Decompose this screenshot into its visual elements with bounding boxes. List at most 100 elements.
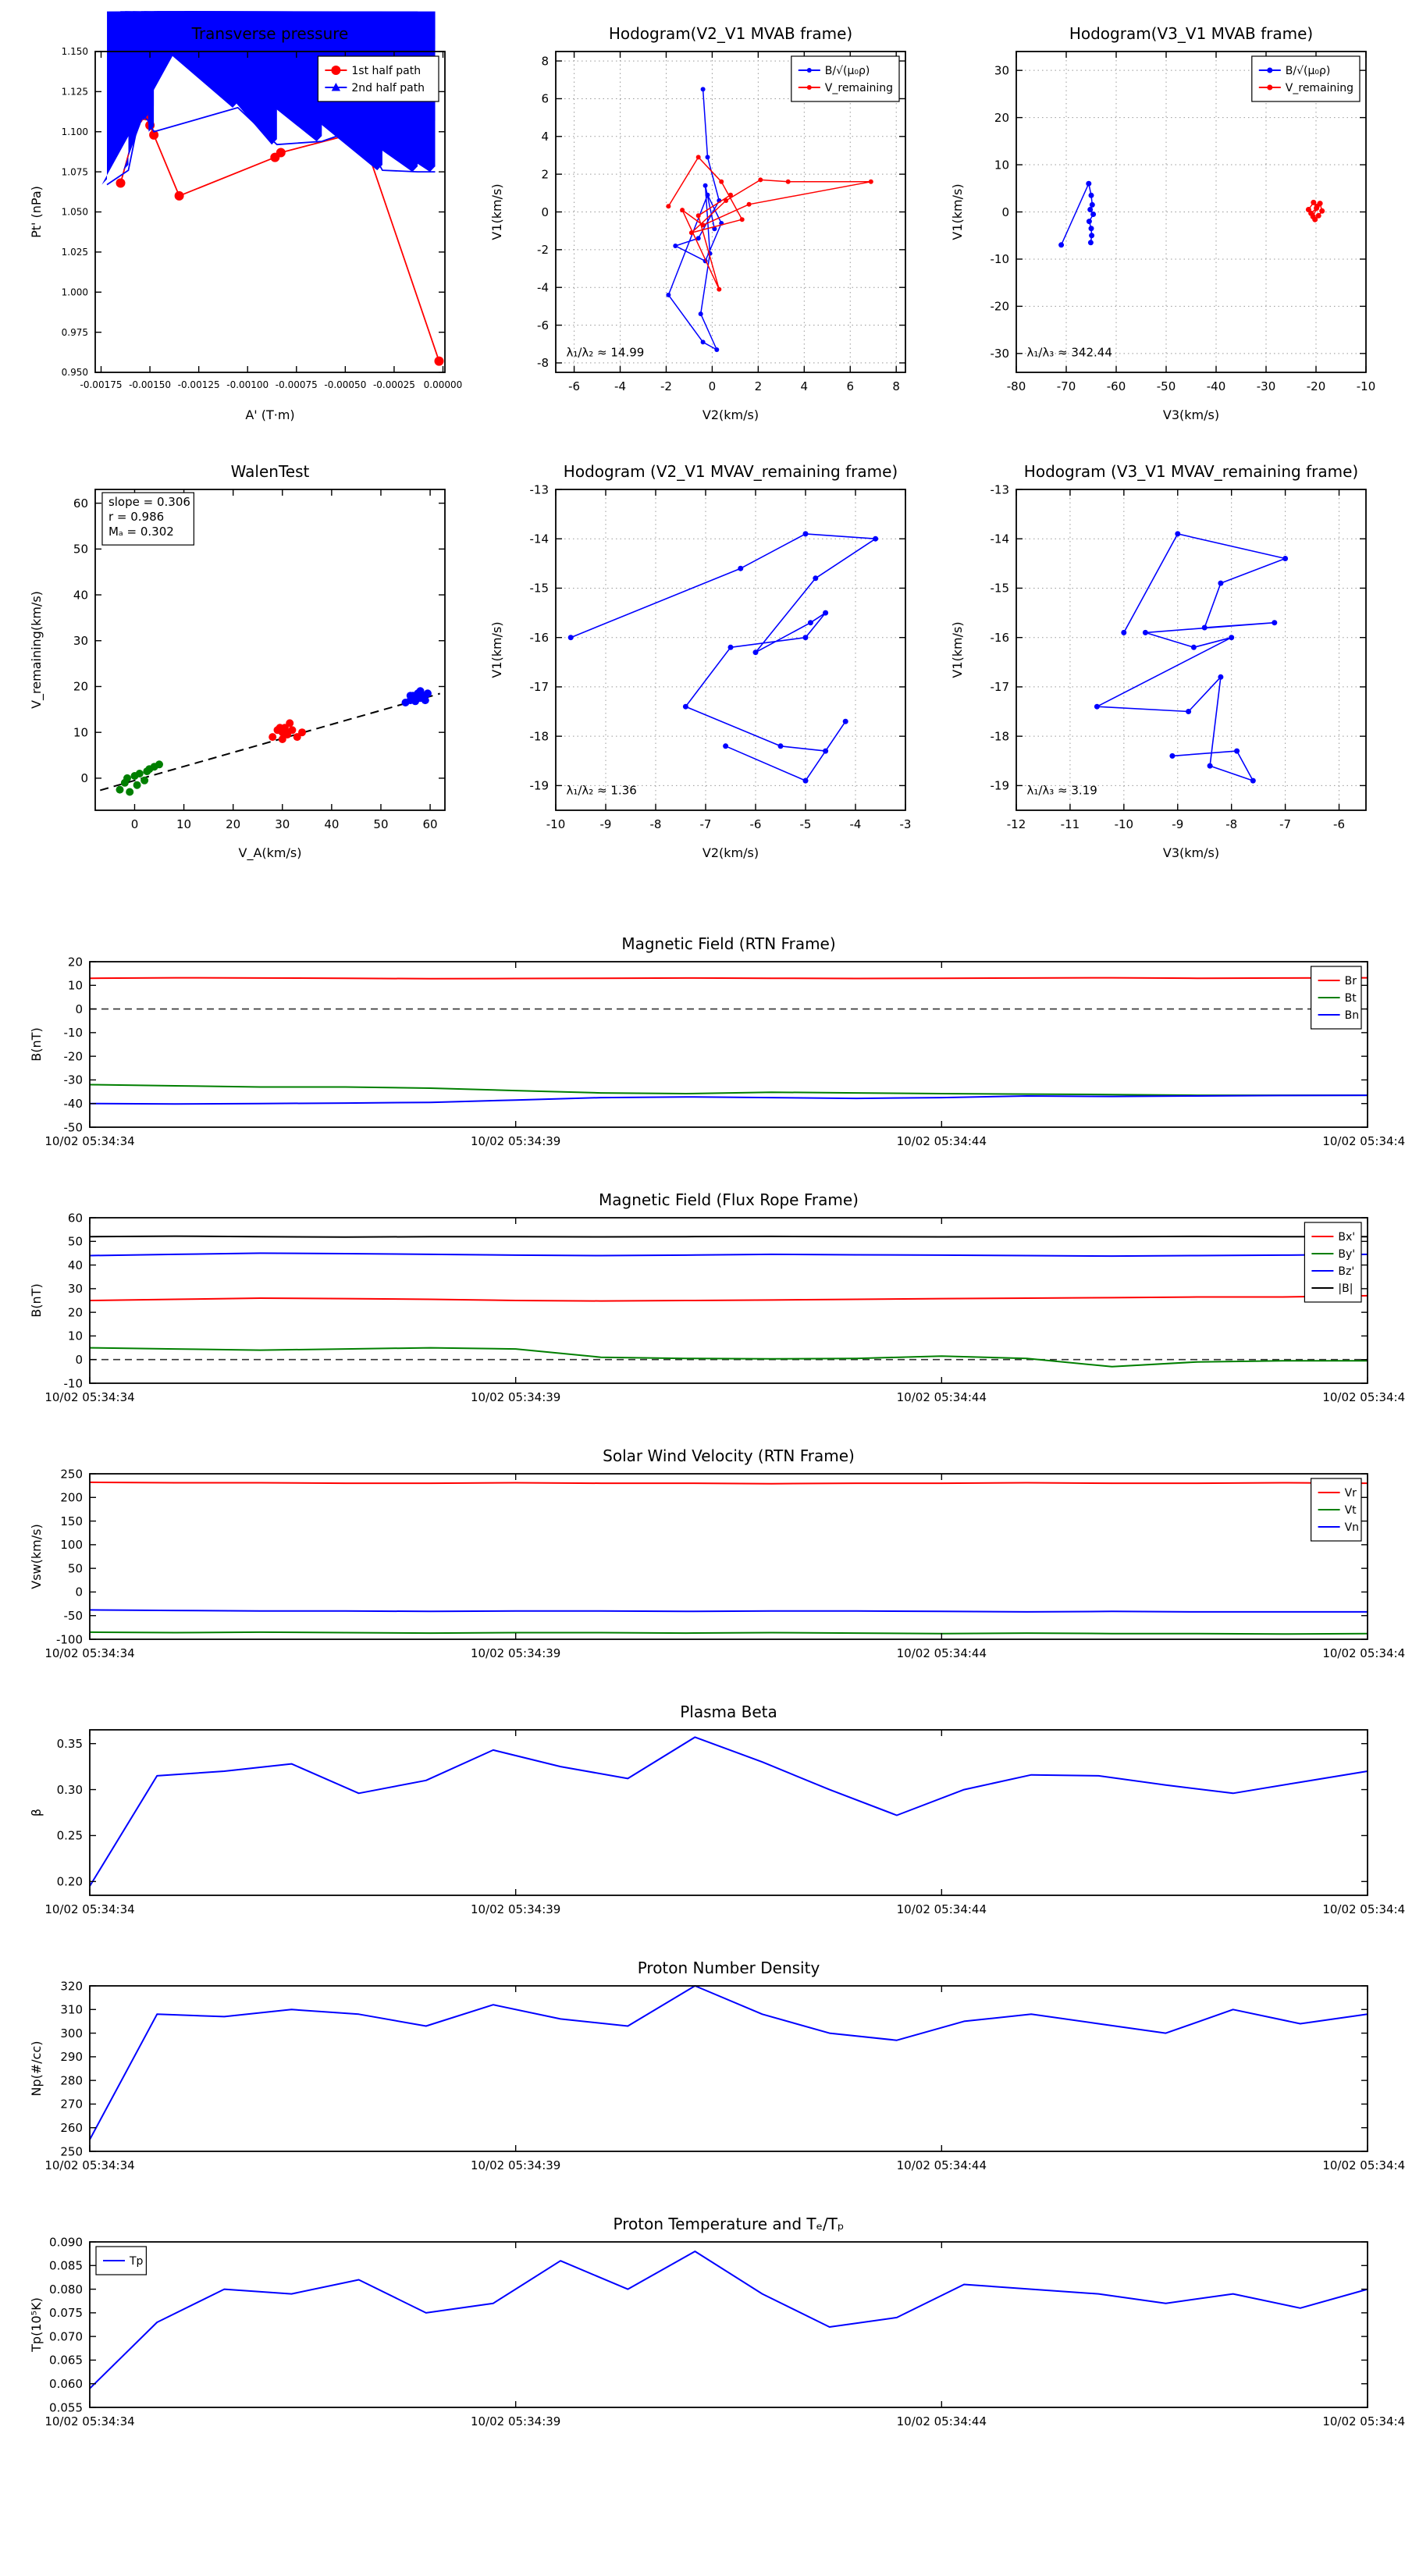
marker <box>1190 644 1197 650</box>
tick-labels: 10/02 05:34:34 10/02 05:34:39 10/02 05:34:… <box>44 1737 1405 1916</box>
svg-text:50: 50 <box>68 1235 83 1249</box>
tick-labels: 10/02 05:34:34 10/02 05:34:39 10/02 05:34:… <box>44 1979 1405 2172</box>
series-0 <box>89 2250 1368 2389</box>
svg-text:270: 270 <box>60 2097 83 2112</box>
svg-text:-18: -18 <box>530 729 550 743</box>
svg-text:-19: -19 <box>991 779 1010 793</box>
svg-text:-40: -40 <box>1207 379 1226 393</box>
svg-text:10/02 05:34:49: 10/02 05:34:49 <box>1322 2158 1405 2172</box>
marker <box>719 179 724 184</box>
svg-text:10: 10 <box>73 725 88 739</box>
ticks <box>1016 489 1366 810</box>
svg-text:-0.00150: -0.00150 <box>129 379 171 390</box>
y-axis-label: B(nT) <box>29 1283 44 1317</box>
marker <box>702 183 708 188</box>
svg-text:-30: -30 <box>1257 379 1276 393</box>
axes-box <box>89 961 1368 1128</box>
svg-text:-5: -5 <box>800 817 812 831</box>
marker <box>298 728 306 737</box>
svg-text:0.060: 0.060 <box>49 2377 83 2391</box>
marker <box>1186 709 1192 714</box>
axes-box <box>94 489 446 811</box>
marker <box>1315 212 1321 219</box>
svg-text:10/02 05:34:49: 10/02 05:34:49 <box>1322 1134 1405 1148</box>
svg-text:20: 20 <box>73 680 88 694</box>
ticks <box>89 1730 1368 1895</box>
chart-hodogram-v2v1-mvab: -6 -4 -2 0 2 4 6 8 -8 -6 -4 -2 0 2 4 6 8 Hodogram(V2_V1 M… <box>484 11 921 429</box>
marker <box>1094 703 1100 710</box>
svg-text:10/02 05:34:49: 10/02 05:34:49 <box>1322 2414 1405 2428</box>
svg-text:10: 10 <box>176 817 191 831</box>
svg-text:50: 50 <box>373 817 388 831</box>
svg-text:20: 20 <box>226 817 240 831</box>
svg-text:-7: -7 <box>1279 817 1291 831</box>
marker <box>1218 674 1224 680</box>
tick-labels: -80 -70 -60 -50 -40 -30 -20 -10 -30 -20 -10 0 10 20 30 <box>991 63 1376 393</box>
svg-text:-20: -20 <box>991 300 1010 314</box>
x-axis-label: V3(km/s) <box>1163 845 1219 860</box>
svg-text:-4: -4 <box>537 280 549 294</box>
svg-text:-60: -60 <box>1107 379 1126 393</box>
legend: Vr Vt Vn <box>1310 1478 1362 1542</box>
svg-text:-11: -11 <box>1061 817 1080 831</box>
svg-text:4: 4 <box>801 379 809 393</box>
chart-svg: -10 -9 -8 -7 -6 -5 -4 -3 -19 -18 -17 -16 -15 -14 -13 Ho… <box>489 462 912 860</box>
svg-text:-6: -6 <box>537 318 549 333</box>
svg-text:-20: -20 <box>1307 379 1326 393</box>
marker <box>698 311 703 317</box>
legend-label: Bn <box>1345 1009 1359 1022</box>
svg-text:0.065: 0.065 <box>49 2354 83 2368</box>
svg-text:-10: -10 <box>991 252 1010 266</box>
marker <box>1207 763 1213 769</box>
svg-text:10/02 05:34:39: 10/02 05:34:39 <box>471 2158 560 2172</box>
svg-text:-7: -7 <box>700 817 712 831</box>
series-0 <box>1058 180 1097 248</box>
svg-text:10/02 05:34:44: 10/02 05:34:44 <box>897 2158 987 2172</box>
ticks <box>89 1985 1368 2152</box>
marker <box>123 774 131 782</box>
annotation: λ₁/λ₃ ≈ 3.19 <box>1026 783 1097 797</box>
annotation: λ₁/λ₂ ≈ 1.36 <box>566 783 636 797</box>
chart-title: Hodogram (V3_V1 MVAV_remaining frame) <box>1024 462 1358 481</box>
marker <box>423 689 432 698</box>
marker <box>695 155 701 160</box>
marker <box>873 535 879 542</box>
marker <box>116 178 126 188</box>
svg-text:-3: -3 <box>900 817 912 831</box>
chart-svg: -6 -4 -2 0 2 4 6 8 -8 -6 -4 -2 0 2 4 6 8 Hodogram(V2_V1 M… <box>489 24 906 422</box>
marker <box>126 788 134 796</box>
series-1 <box>116 760 163 796</box>
svg-text:-15: -15 <box>530 582 550 596</box>
svg-text:0: 0 <box>709 379 717 393</box>
marker <box>1089 233 1095 239</box>
y-axis-label: B(nT) <box>29 1027 44 1061</box>
svg-text:20: 20 <box>994 111 1009 125</box>
svg-text:1.025: 1.025 <box>62 247 88 258</box>
svg-text:-50: -50 <box>64 1120 84 1134</box>
chart-title: Plasma Beta <box>680 1703 777 1721</box>
marker <box>802 531 809 537</box>
chart-proton-number-density: 10/02 05:34:34 10/02 05:34:39 10/02 05:34:… <box>23 1953 1405 2189</box>
svg-text:60: 60 <box>73 496 88 511</box>
marker <box>133 781 141 789</box>
series-0 <box>89 1736 1368 1887</box>
marker <box>714 347 720 352</box>
plot-area <box>90 2242 1368 2407</box>
svg-text:0.25: 0.25 <box>57 1829 83 1843</box>
svg-text:50: 50 <box>68 1561 83 1575</box>
marker <box>155 760 163 769</box>
svg-text:300: 300 <box>60 2026 83 2041</box>
svg-text:λ₁/λ₂ ≈ 14.99: λ₁/λ₂ ≈ 14.99 <box>566 345 644 359</box>
legend-label: Vr <box>1345 1487 1357 1500</box>
series-2 <box>89 1094 1368 1105</box>
svg-text:0.35: 0.35 <box>57 1737 83 1751</box>
chart-svg: 10/02 05:34:34 10/02 05:34:39 10/02 05:34:… <box>29 934 1405 1148</box>
legend-label: B/√(μ₀ρ) <box>825 65 870 77</box>
chart-title: Solar Wind Velocity (RTN Frame) <box>603 1446 855 1465</box>
marker <box>1088 192 1094 198</box>
chart-svg: 10/02 05:34:34 10/02 05:34:39 10/02 05:34:… <box>29 2215 1405 2428</box>
y-axis-label: V1(km/s) <box>950 183 965 240</box>
svg-text:-50: -50 <box>1157 379 1176 393</box>
svg-text:1.100: 1.100 <box>62 126 88 137</box>
marker <box>802 635 809 641</box>
